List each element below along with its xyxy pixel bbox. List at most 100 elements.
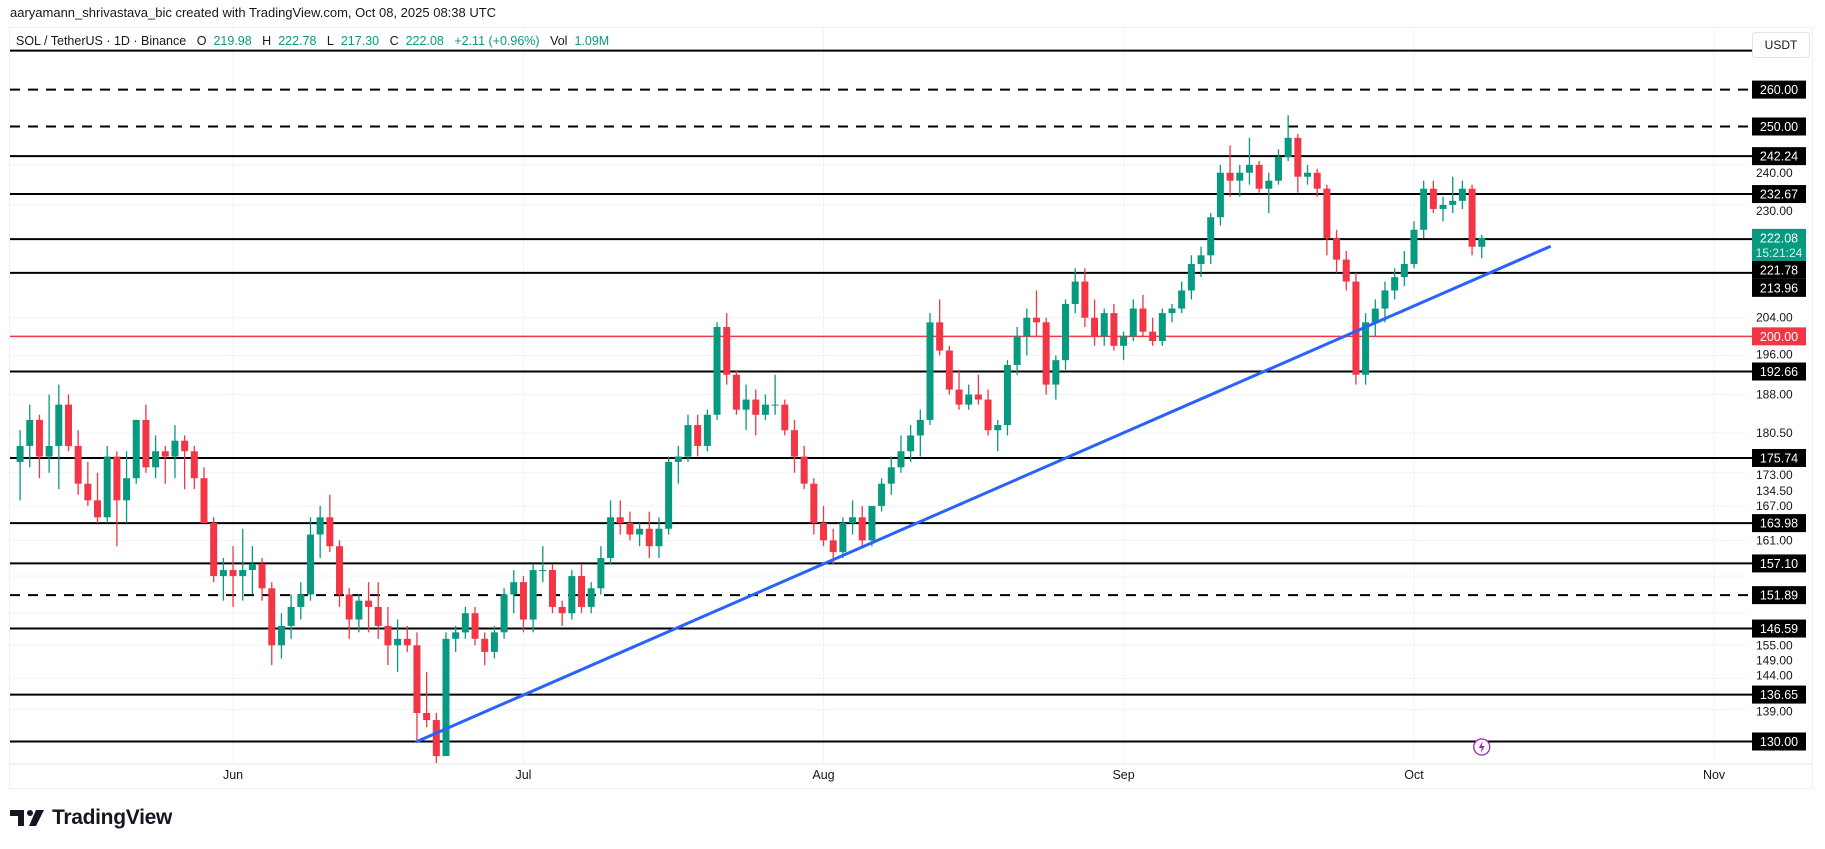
level-price-text: 175.74 (1760, 451, 1798, 465)
candle (626, 511, 634, 541)
candle (636, 522, 644, 547)
candle (258, 558, 266, 601)
candle-body (1371, 308, 1379, 323)
candle (1032, 290, 1040, 337)
candle (190, 445, 198, 490)
candle (171, 425, 179, 479)
candle (1216, 164, 1224, 226)
level-price-text: 136.65 (1760, 688, 1798, 702)
candle (1294, 134, 1302, 193)
level-price-text: 260.00 (1760, 83, 1798, 97)
candle-body (645, 528, 653, 547)
candle-body (626, 522, 634, 535)
candle-body (916, 419, 924, 436)
candle (1023, 308, 1031, 356)
candle (723, 313, 731, 385)
candle-body (694, 425, 702, 446)
candle-body (1323, 188, 1331, 239)
candle (1207, 213, 1215, 264)
candle-body (268, 588, 276, 646)
candle (752, 389, 760, 436)
candle-body (1168, 308, 1176, 314)
candle-body (1362, 322, 1370, 375)
candle (548, 564, 556, 614)
candle (1420, 180, 1428, 239)
candle (355, 594, 363, 633)
candle (887, 456, 895, 495)
currency-button[interactable]: USDT (1752, 32, 1810, 58)
candle-body (374, 606, 382, 626)
candle (694, 414, 702, 457)
level-price-label (1752, 362, 1806, 381)
time-axis-label: Sep (1112, 768, 1134, 782)
candle-body (548, 570, 556, 607)
candle (64, 394, 72, 452)
open-value: O 219.98 (196, 34, 252, 48)
candle (742, 384, 750, 431)
candle-body (432, 720, 440, 757)
candle-body (1207, 217, 1215, 256)
candle (374, 582, 382, 639)
candle-body (761, 404, 769, 415)
candle-body (1381, 290, 1389, 309)
candle-body (878, 483, 886, 506)
time-axis-label: Oct (1404, 768, 1424, 782)
candle (1274, 149, 1282, 185)
price-axis-label: 134.50 (1756, 484, 1793, 498)
candle (103, 445, 111, 523)
candle-body (568, 576, 576, 614)
candle-body (1410, 229, 1418, 264)
candle-body (974, 394, 982, 400)
price-axis-label: 155.00 (1756, 639, 1793, 653)
candle-body (384, 625, 392, 646)
candle-body (849, 517, 857, 523)
candle (384, 606, 392, 666)
tradingview-logo[interactable]: TradingView (10, 806, 172, 830)
candle (1313, 168, 1321, 197)
candle (1468, 184, 1476, 256)
candle-body (587, 588, 595, 607)
candle (471, 606, 479, 646)
price-axis-label: 196.00 (1756, 348, 1793, 362)
candle (500, 588, 508, 639)
candle (26, 404, 34, 468)
level-price-label (1752, 732, 1806, 751)
time-axis-label: Nov (1703, 768, 1726, 782)
candle-body (529, 570, 537, 620)
candle-body (994, 425, 1002, 431)
candle-body (1245, 164, 1253, 173)
level-price-label (1752, 327, 1806, 346)
candle (229, 546, 237, 607)
candle (1013, 326, 1021, 375)
candle (326, 494, 334, 553)
candle-body (781, 404, 789, 431)
candle-body (1139, 308, 1147, 332)
candle (268, 582, 276, 666)
candle-body (1294, 137, 1302, 177)
candle (1236, 164, 1244, 197)
candle (287, 594, 295, 639)
level-price-label (1752, 147, 1806, 166)
level-price-text: 213.96 (1760, 281, 1798, 295)
price-axis-label: 204.00 (1756, 311, 1793, 325)
level-price-label (1752, 586, 1806, 605)
candle (839, 517, 847, 559)
candle (945, 345, 953, 395)
candle (519, 576, 527, 633)
symbol-info[interactable]: SOL / TetherUS · 1D · Binance (16, 34, 187, 48)
candle (1110, 303, 1118, 351)
candle (868, 505, 876, 547)
price-axis-label: 230.00 (1756, 204, 1793, 218)
candle-body (142, 419, 150, 468)
level-price-label (1752, 619, 1806, 638)
candle (1265, 172, 1273, 214)
price-axis-label: 173.00 (1756, 468, 1793, 482)
candle-body (355, 600, 363, 620)
level-price-label (1752, 80, 1806, 99)
candle-body (326, 517, 334, 547)
candle (800, 445, 808, 490)
candle (55, 384, 63, 490)
candle-body (35, 419, 43, 457)
candle-body (887, 467, 895, 484)
